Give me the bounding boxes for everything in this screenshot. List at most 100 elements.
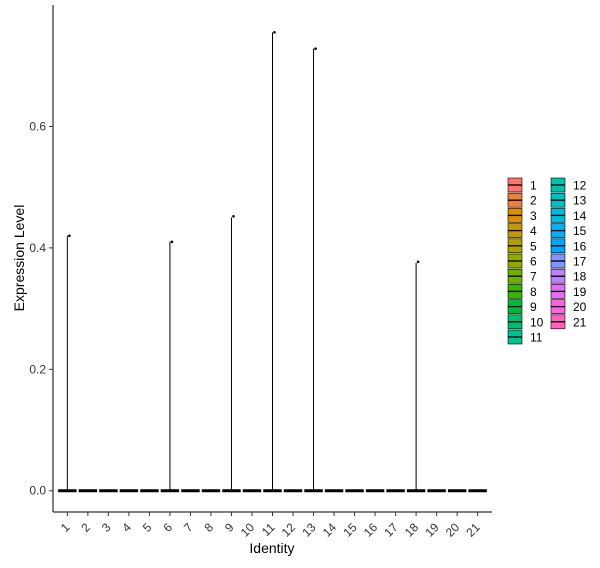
y-tick-label: 0.0 <box>29 484 46 498</box>
legend-label: 14 <box>573 209 587 223</box>
violin-8 <box>201 489 221 493</box>
legend-label: 13 <box>573 194 587 208</box>
legend-item-19: 19 <box>550 284 587 299</box>
legend-label: 6 <box>530 255 537 269</box>
violin-base-20 <box>447 489 467 493</box>
legend-item-1: 1 <box>507 177 537 193</box>
legend-label: 4 <box>530 224 537 238</box>
legend-item-20: 20 <box>550 299 587 314</box>
legend-item-9: 9 <box>507 299 537 314</box>
violin-14 <box>324 489 344 493</box>
legend-item-13: 13 <box>550 192 587 208</box>
violin-base-3 <box>99 489 118 493</box>
x-tick-label: 11 <box>259 520 278 539</box>
violin-9 <box>222 217 241 493</box>
legend-label: 15 <box>573 224 587 238</box>
legend-label: 18 <box>573 270 587 284</box>
legend-label: 20 <box>573 300 587 314</box>
violin-base-7 <box>181 489 200 493</box>
violin-5 <box>140 489 159 493</box>
violin-base-5 <box>140 489 159 493</box>
x-tick-label: 6 <box>160 520 175 535</box>
violin-18 <box>406 263 426 493</box>
x-axis-ticks: 1 2 3 4 5 6 7 8 9 10 11 12 13 14 15 16 17 18 19 20 21 <box>58 512 483 540</box>
violin-21 <box>468 489 487 493</box>
x-tick-label: 21 <box>463 520 483 540</box>
legend-label: 19 <box>573 285 587 299</box>
violin-7 <box>181 489 200 493</box>
legend-item-5: 5 <box>507 238 537 253</box>
legend-item-4: 4 <box>507 223 537 238</box>
data-point-18 <box>416 260 420 264</box>
x-tick-label: 18 <box>402 520 422 540</box>
x-tick-label: 2 <box>78 520 93 535</box>
x-tick-label: 16 <box>361 520 381 540</box>
legend-item-11: 11 <box>507 329 543 345</box>
violin-10 <box>242 489 262 493</box>
legend-label: 5 <box>530 239 537 253</box>
data-point-1 <box>68 234 71 238</box>
legend-label: 2 <box>530 194 537 208</box>
x-tick-label: 4 <box>119 520 134 535</box>
violin-15 <box>345 489 364 493</box>
x-tick-label: 7 <box>181 520 196 535</box>
violin-19 <box>427 489 446 493</box>
x-tick-label: 12 <box>279 520 299 540</box>
legend-label: 8 <box>530 285 537 299</box>
violin-6 <box>160 241 180 493</box>
violin-1 <box>58 235 77 493</box>
legend-item-16: 16 <box>550 238 587 253</box>
x-tick-label: 19 <box>422 520 442 540</box>
legend-label: 17 <box>573 255 587 269</box>
legend-item-17: 17 <box>550 253 587 269</box>
x-tick-label: 3 <box>99 520 114 535</box>
violin-base-17 <box>386 489 405 493</box>
violin-3 <box>99 489 118 493</box>
legend-label: 16 <box>573 239 587 253</box>
data-point-9 <box>232 215 235 218</box>
data-point-13 <box>314 47 317 51</box>
legend-item-14: 14 <box>550 208 587 223</box>
x-tick-label: 9 <box>222 520 237 535</box>
legend-label: 12 <box>573 179 587 193</box>
x-tick-label: 20 <box>443 520 463 540</box>
legend-item-8: 8 <box>507 284 537 299</box>
violin-base-2 <box>78 489 98 493</box>
legend-label: 11 <box>530 331 543 345</box>
legend-label: 7 <box>530 270 537 284</box>
legend-item-6: 6 <box>507 253 537 269</box>
data-point-11 <box>273 31 276 34</box>
violin-17 <box>386 489 405 493</box>
x-tick-label: 14 <box>320 520 340 540</box>
legend-label: 3 <box>530 209 537 223</box>
violin-base-19 <box>427 489 446 493</box>
y-axis-ticks: 0.0 0.2 0.4 0.6 <box>29 119 53 498</box>
legend-label: 10 <box>530 315 544 329</box>
violin-12 <box>283 489 303 493</box>
x-axis-title: Identity <box>249 540 294 556</box>
legend-item-21: 21 <box>550 314 587 329</box>
violin-11 <box>263 32 282 493</box>
x-tick-label: 10 <box>238 520 258 540</box>
y-tick-label: 0.6 <box>29 119 46 133</box>
legend-item-10: 10 <box>507 314 544 329</box>
violin-4 <box>119 489 139 493</box>
legend-item-2: 2 <box>507 192 537 208</box>
data-point-6 <box>170 240 174 244</box>
violin-base-10 <box>242 489 262 493</box>
x-tick-label: 17 <box>381 520 401 540</box>
x-tick-label: 1 <box>58 520 73 535</box>
legend-label: 1 <box>530 179 537 193</box>
legend-item-18: 18 <box>550 268 587 284</box>
x-tick-label: 8 <box>201 520 216 535</box>
violin-2 <box>78 489 98 493</box>
y-tick-label: 0.2 <box>29 362 46 376</box>
violin-base-12 <box>283 489 303 493</box>
x-tick-label: 13 <box>299 520 319 540</box>
violin-13 <box>304 48 323 493</box>
x-tick-label: 5 <box>140 520 155 535</box>
plot-area <box>58 31 487 493</box>
y-tick-label: 0.4 <box>29 241 46 255</box>
